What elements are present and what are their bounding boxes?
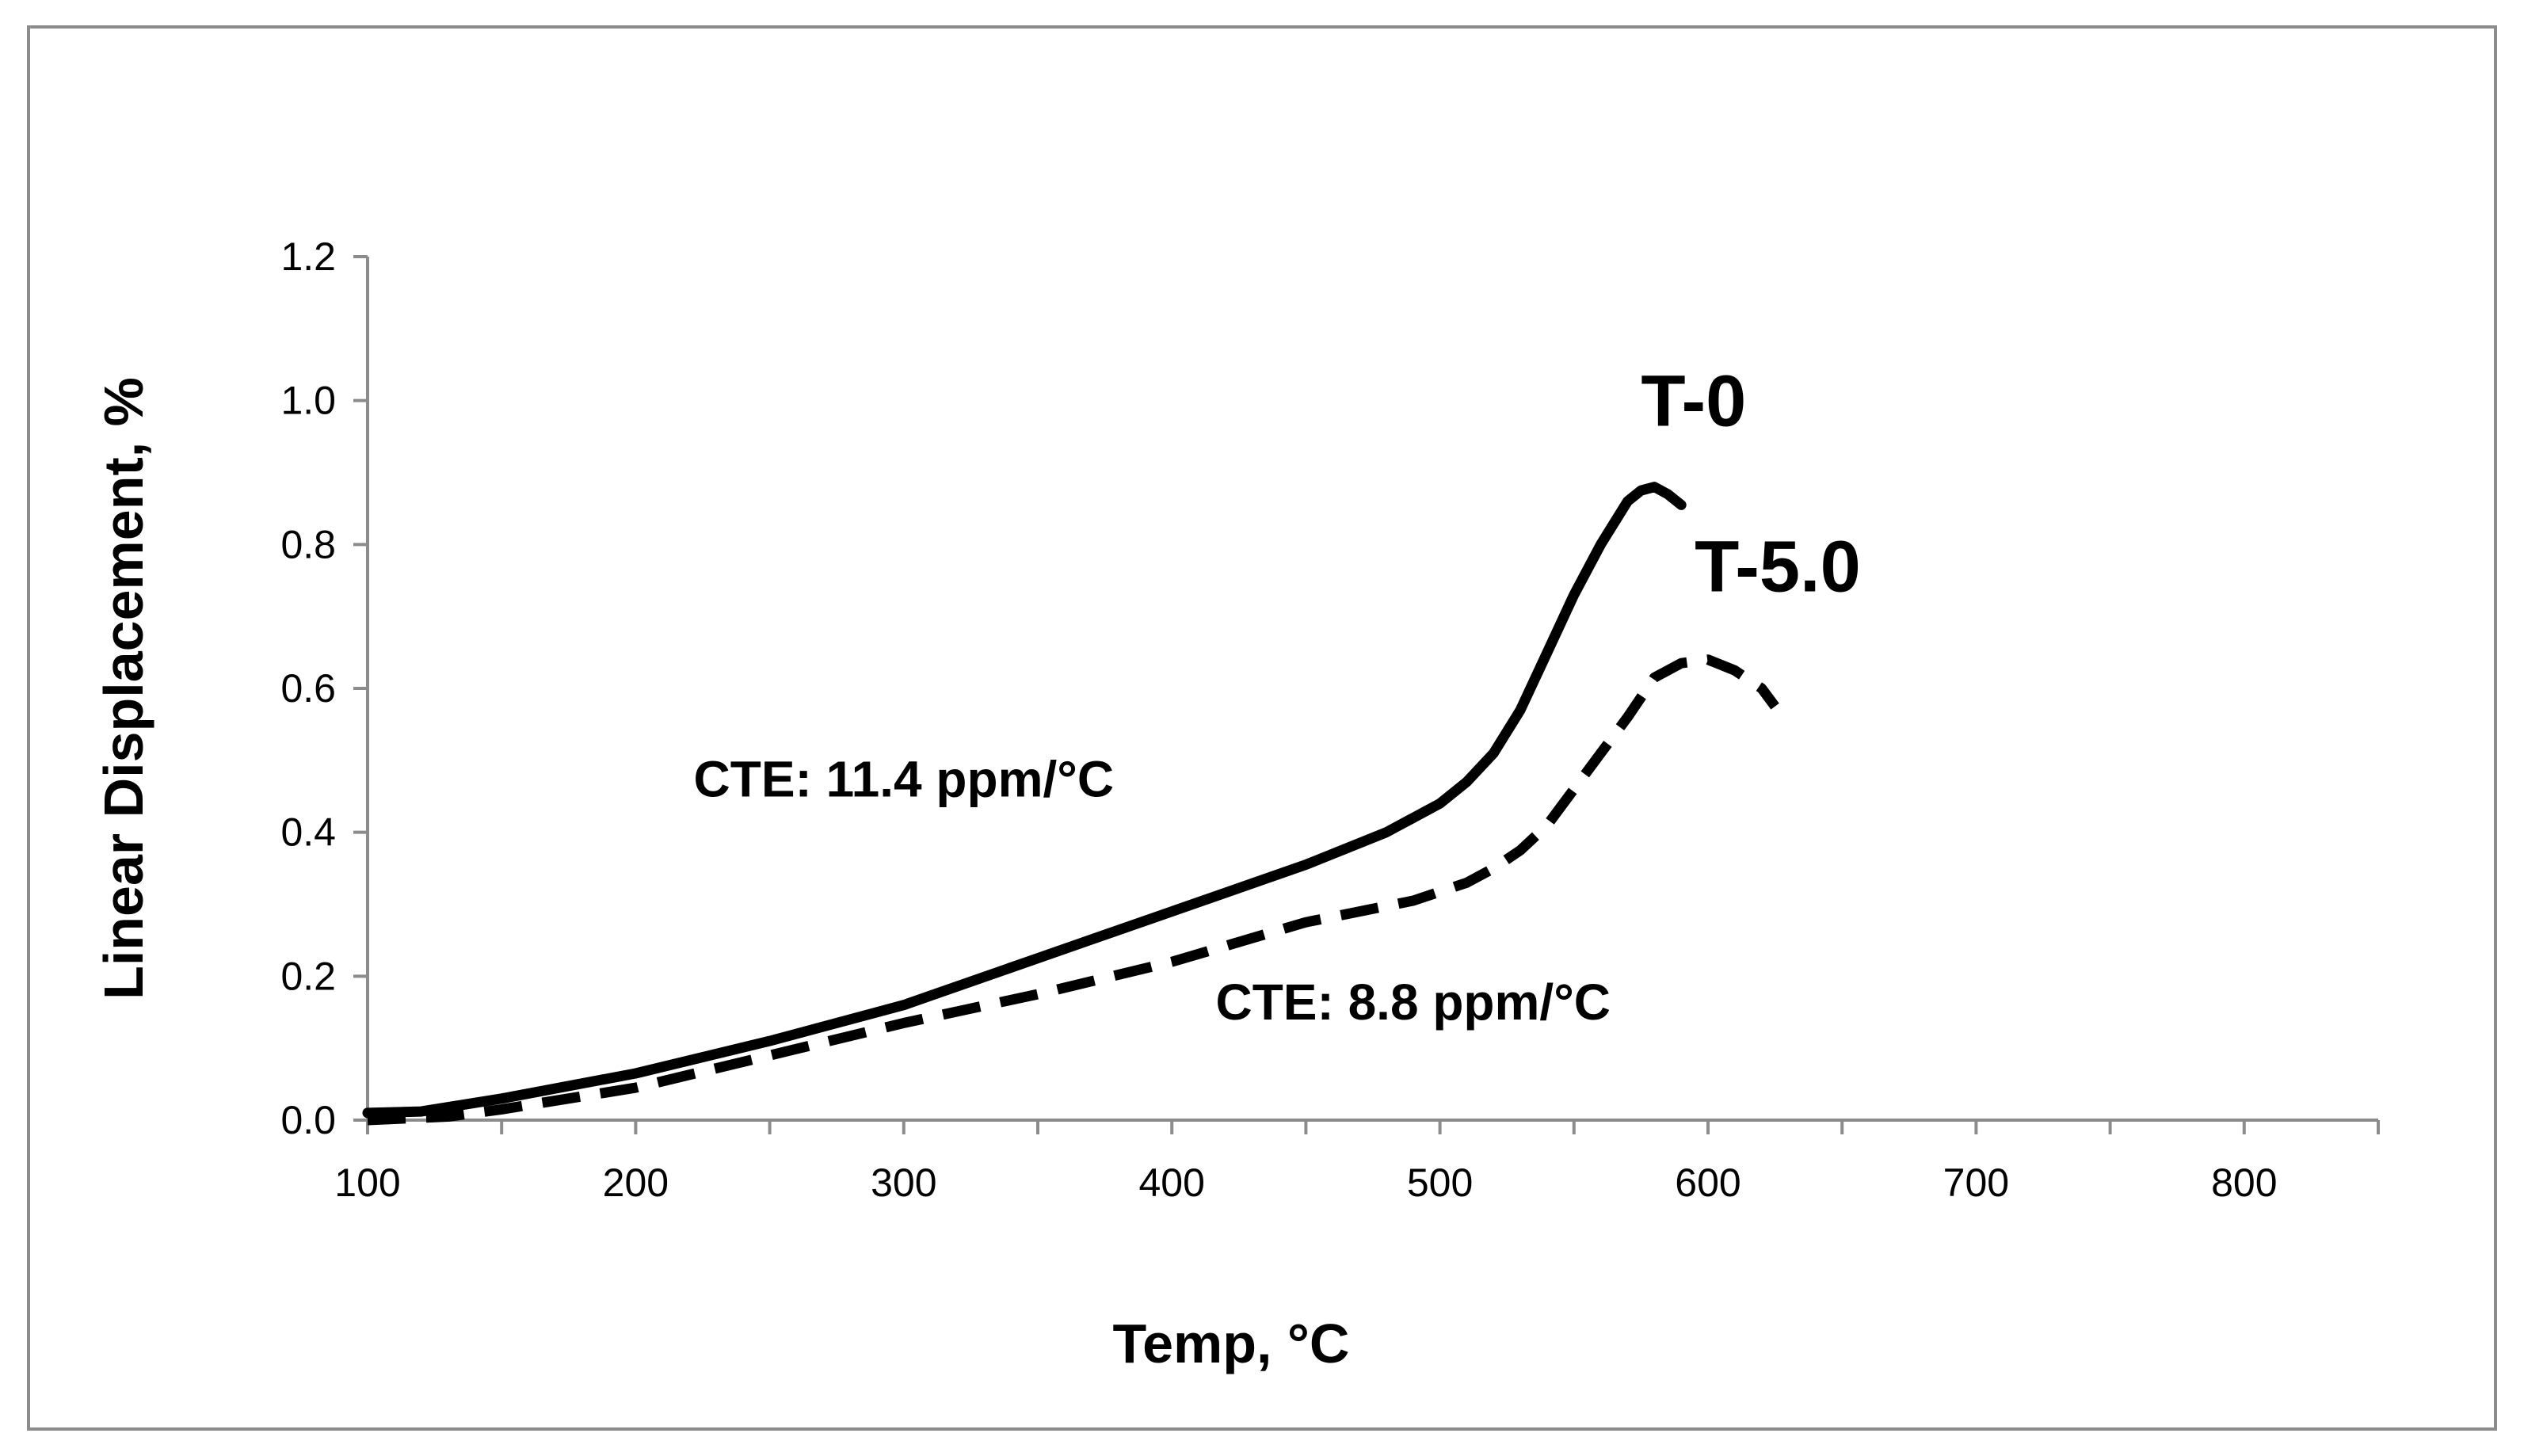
series-label-t0: T-0 [1641, 360, 1746, 441]
x-tick-label: 400 [1138, 1161, 1204, 1205]
chart-frame [27, 25, 2497, 1431]
y-tick-label: 1.0 [280, 379, 336, 423]
x-tick-label: 500 [1407, 1161, 1473, 1205]
y-tick-label: 0.0 [280, 1098, 336, 1142]
series-line-t-0 [362, 482, 1687, 1119]
x-ticks: 100 200 300 400 500 600 700 800 [334, 1120, 2380, 1205]
y-tick-label: 1.2 [280, 234, 336, 279]
x-tick-label: 600 [1675, 1161, 1740, 1205]
x-tick-label: 100 [334, 1161, 400, 1205]
x-tick-label: 800 [2211, 1161, 2277, 1205]
y-tick-label: 0.8 [280, 522, 336, 566]
x-tick-label: 200 [603, 1161, 669, 1205]
x-tick-label: 700 [1943, 1161, 2009, 1205]
x-axis-title: Temp, °C [1113, 1313, 1350, 1374]
series-label-t5: T-5.0 [1695, 526, 1861, 607]
series-line-t-5-0 [367, 654, 1779, 1126]
cte-annotation-t0: CTE: 11.4 ppm/°C [694, 750, 1115, 807]
series-layer [362, 482, 1779, 1126]
x-tick-label: 300 [871, 1161, 936, 1205]
y-tick-label: 0.4 [280, 810, 336, 855]
y-tick-label: 0.2 [280, 954, 336, 998]
y-axis-title: Linear Displacement, % [93, 377, 154, 1000]
y-ticks: 0.0 0.2 0.4 0.6 0.8 1.0 1.2 [280, 234, 368, 1142]
y-tick-label: 0.6 [280, 666, 336, 711]
cte-annotation-t5: CTE: 8.8 ppm/°C [1215, 974, 1611, 1031]
